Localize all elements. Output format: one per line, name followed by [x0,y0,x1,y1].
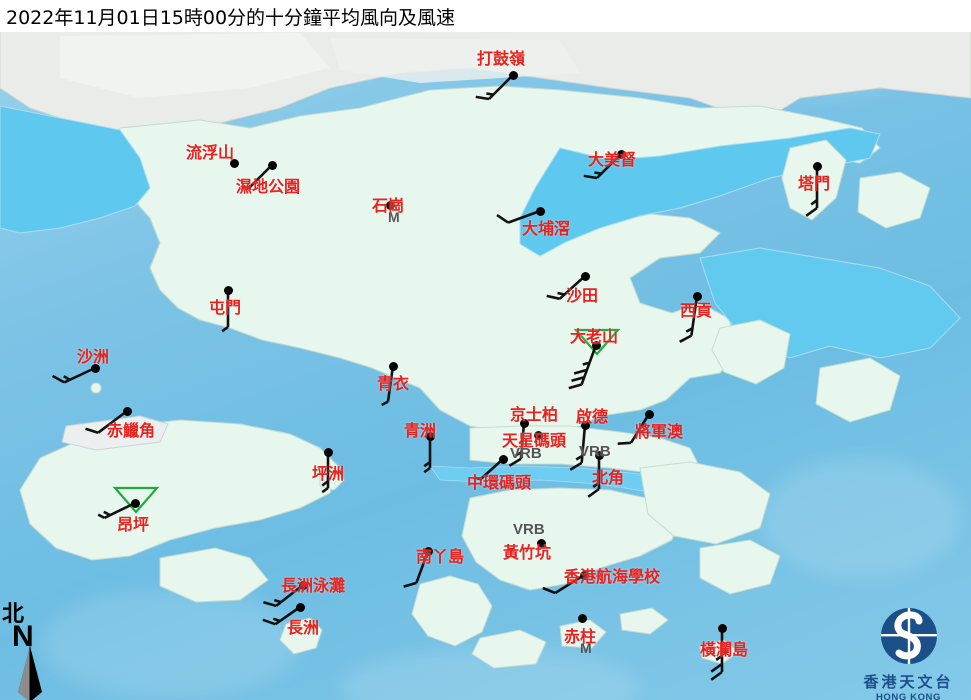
station-variable-wind-flag: VRB [513,521,545,538]
station-marker-dot [424,547,433,556]
station-label: 西貢 [680,301,713,320]
station-marker-dot [426,432,435,441]
sea-texture [40,588,300,698]
station-marker-dot [520,419,529,428]
station-label: 大埔滘 [522,219,571,238]
station-marker-dot [813,162,822,171]
map-landmass-shapes [0,28,971,669]
station-marker-dot [617,150,626,159]
north-arrow-icon [18,644,42,700]
station-label: 中環碼頭 [467,473,532,492]
station-marker-dot [499,455,508,464]
station-marker-dot [324,448,333,457]
station-marker-dot [389,362,398,371]
station-label: 大美督 [588,150,637,169]
station-label: 坪洲 [312,464,345,483]
station-marker-dot [536,207,545,216]
station-marker-dot [509,71,518,80]
station-label: 南丫島 [416,547,465,566]
station-label: 昂坪 [117,515,150,534]
station-marker-dot [645,410,654,419]
hko-logo: 香港天文台 HONG KONG OBSERVATORY [846,606,971,700]
station-marker-dot [592,341,601,350]
station-label: 沙洲 [77,347,110,366]
station-missing-flag: M [580,640,592,656]
station-marker-dot [91,364,100,373]
compass-label-en: N [12,620,34,653]
station-marker-dot [123,407,132,416]
page-title: 2022年11月01日15時00分的十分鐘平均風向及風速 [6,7,456,29]
station-marker-dot [537,539,546,548]
station-marker-dot [580,571,589,580]
station-missing-flag: M [388,209,400,225]
station-label: 大老山 [570,327,619,346]
station-marker-dot [595,451,604,460]
station-marker-dot [578,614,587,623]
station-marker-dot [268,161,277,170]
station-label: 塔門 [798,174,831,193]
logo-name-en: HONG KONG OBSERVATORY [875,692,942,700]
compass-label-cn: 北 [2,602,25,627]
sea-texture [760,458,960,578]
logo-name-cn: 香港天文台 [863,673,954,691]
hong-kong-map: 打鼓嶺 流浮山 濕地公園 石崗 M 大美督 大埔滘 塔門 屯門 沙田 西貢 大老山 沙洲 青衣 赤鱲角 京士柏… [0,28,971,700]
station-marker-dot [296,603,305,612]
station-label: 赤柱 [564,627,597,646]
station-marker-dot [230,159,239,168]
station-marker-dot [693,292,702,301]
station-variable-wind-flag: VRB [510,445,542,462]
compass-rose: 北 N [2,596,62,700]
station-label: 石崗 [372,196,405,215]
station-label: 長洲 [287,618,320,637]
station-label: 黃竹坑 [503,543,552,562]
station-label: 青衣 [377,374,410,393]
station-marker-dot [581,272,590,281]
station-marker-dot [718,624,727,633]
station-label: 北角 [592,468,625,487]
station-marker-dot [581,421,590,430]
station-label: 長洲泳灘 [281,576,346,595]
station-variable-wind-flag: VRB [579,443,611,460]
station-label: 沙田 [566,286,599,305]
station-label: 流浮山 [186,143,235,162]
station-label: 打鼓嶺 [477,49,526,68]
station-marker-dot [299,581,308,590]
station-label: 香港航海學校 [564,567,661,586]
station-label: 啟德 [576,407,609,426]
station-marker-dot [224,286,233,295]
hko-emblem-icon [880,608,937,664]
title-bar: 2022年11月01日15時00分的十分鐘平均風向及風速 [0,0,971,32]
station-label: 京士柏 [510,405,559,424]
station-label: 將軍澳 [635,422,684,441]
station-marker-dot [386,201,395,210]
station-label: 橫瀾島 [700,640,749,659]
station-label: 赤鱲角 [107,421,156,440]
station-label: 屯門 [209,298,242,317]
station-marker-dot [131,499,140,508]
station-marker-dot [534,431,543,440]
station-label: 青洲 [404,421,437,440]
station-label: 天星碼頭 [502,431,567,450]
station-label: 濕地公園 [236,177,301,196]
